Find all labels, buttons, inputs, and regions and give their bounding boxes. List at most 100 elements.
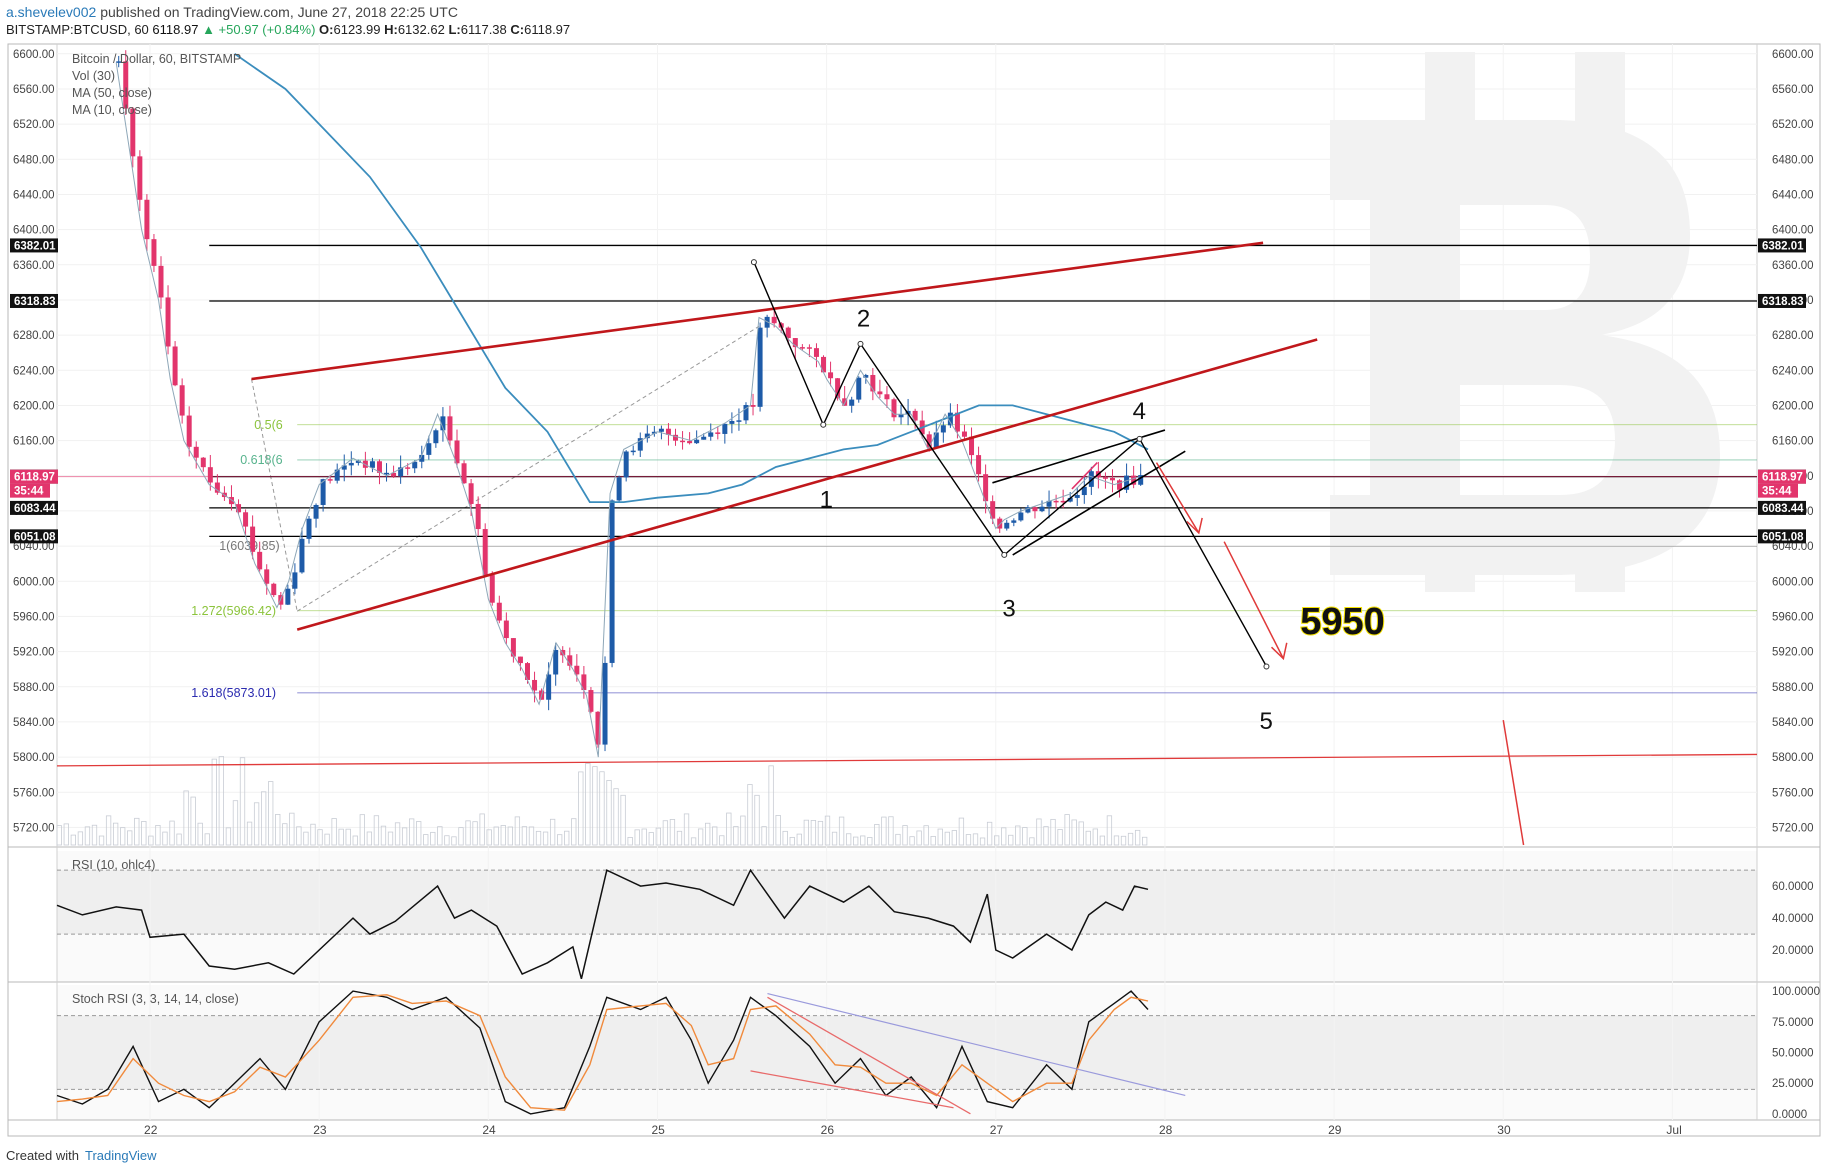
candle-body [835,378,841,399]
candle-body [419,454,425,462]
target-price-label: 5950 [1300,601,1385,643]
volume-bar [909,836,915,846]
trendline-lower-channel [296,338,1318,631]
candle-body [200,457,206,468]
volume-bar [1085,830,1091,846]
volume-bar [592,766,598,846]
price-tag-bg [1758,469,1806,484]
candle-body [665,428,671,435]
candle-body [1088,471,1094,487]
volume-bar [535,830,542,846]
volume-bar [409,818,415,846]
level-tag-bg [10,500,58,515]
volume-bar [655,827,661,846]
candle-body [651,431,657,434]
volume-bar [324,833,330,846]
candle-body [729,420,735,424]
volume-bar [620,794,626,846]
candle-body [997,518,1003,529]
candle-body [750,405,756,407]
ma10-line [115,62,1140,758]
candle-body [1102,477,1108,479]
volume-bar [712,826,718,846]
volume-bar [430,831,436,846]
price-tick-label-left: 6000.00 [13,576,55,588]
volume-bar [662,820,669,846]
candle-body [299,538,305,573]
candle-body [1067,497,1073,502]
tradingview-logo-link[interactable]: TradingView [84,1148,157,1163]
candle-body [680,440,686,443]
price-tick-label-right: 6240.00 [1772,365,1814,377]
volume-bar [134,817,140,846]
volume-bar [465,820,471,846]
time-tick-label: Jul [1666,1123,1681,1137]
volume-bar [1057,829,1063,846]
volume-bar [197,822,203,846]
wave-label-5: 5 [1259,708,1272,735]
legend-ma50: MA (50, close) [72,86,152,100]
candle-body [116,61,122,63]
volume-bar [1008,834,1014,846]
candle-body [130,108,136,157]
wave-point [1001,551,1008,558]
fib-level-label: 0.5(6 [254,418,283,432]
candle-body [186,415,192,447]
stoch-tick-label: 0.0000 [1772,1109,1807,1121]
candle-body [384,472,390,475]
price-tick-label-left: 6480.00 [13,154,55,166]
volume-bar [472,821,478,846]
volume-bar [1036,818,1042,846]
candle-body [1081,486,1087,496]
volume-bar [557,834,563,846]
stoch-line-K [56,990,1149,1115]
candle-body [757,327,763,407]
timer-tag-bg [1758,483,1798,498]
candle-body [496,602,502,621]
level-tag-bg [10,293,58,308]
fib-level-label: 0.618(6 [240,453,282,467]
price-tick-label-right: 6600.00 [1772,49,1814,61]
elliott-wave-path [753,261,1268,667]
candle-body [158,265,164,298]
volume-bar [451,836,457,846]
volume-bar [190,796,196,846]
author-link[interactable]: a.shevelev002 [6,4,97,20]
price-tick-label-right: 5720.00 [1772,822,1814,834]
candle-body [193,446,199,458]
volume-bar [275,814,281,846]
volume-bar [162,831,168,846]
candle-body [489,575,495,603]
candle-body [454,440,460,464]
volume-bar [84,826,91,846]
volume-bar [310,823,316,846]
time-tick-label: 29 [1328,1123,1342,1137]
candle-body [327,479,333,481]
volume-bar [253,802,260,846]
candle-body [574,665,580,675]
candle-body [884,394,890,400]
level-tag-bg [1758,293,1806,308]
candle-body [137,156,143,200]
candle-body [510,638,516,657]
candle-body [792,338,798,348]
candle-body [1011,520,1017,523]
candle-body [1046,500,1052,507]
candle-body [708,432,714,437]
volume-bar [183,790,189,846]
candle-body [588,690,594,712]
price-tick-label-right: 6040.00 [1772,541,1814,553]
volume-bar [479,813,485,846]
volume-bar [599,771,605,846]
candle-body [877,391,883,395]
timer-tag-bg [10,483,50,498]
level-tag-bg [1758,238,1806,253]
volume-bar [528,826,535,846]
price-tick-label-right: 6480.00 [1772,154,1814,166]
volume-bar [549,818,556,846]
volume-bar [289,812,295,846]
volume-bar [754,794,760,846]
volume-bar [169,820,175,846]
time-tick-label: 28 [1159,1123,1173,1137]
